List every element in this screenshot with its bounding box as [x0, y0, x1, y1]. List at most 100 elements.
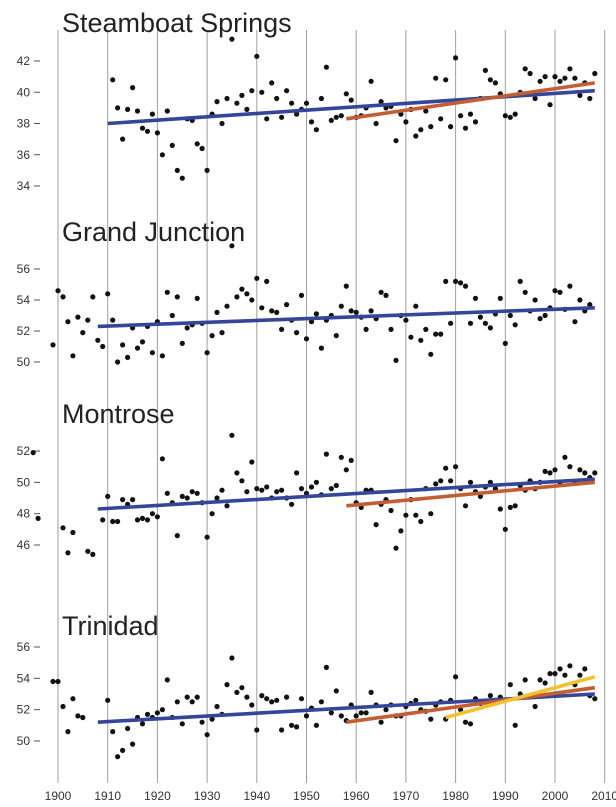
y-tick-label: 36 — [17, 148, 31, 162]
data-point — [254, 275, 260, 281]
data-point — [184, 694, 190, 700]
data-point — [537, 78, 543, 84]
data-point — [348, 457, 354, 463]
data-points — [50, 243, 593, 365]
data-point — [477, 314, 483, 320]
data-point — [259, 89, 265, 95]
data-point — [70, 529, 76, 536]
data-point — [30, 450, 36, 456]
data-point — [413, 512, 419, 518]
data-point — [413, 303, 419, 309]
data-point — [214, 495, 220, 501]
y-tick-label: 52 — [17, 324, 31, 338]
data-point — [318, 95, 324, 102]
data-point — [333, 114, 339, 120]
data-point — [184, 325, 190, 331]
data-point — [95, 337, 101, 343]
data-point — [428, 716, 434, 722]
y-tick-label: 50 — [17, 734, 31, 748]
data-point — [453, 55, 459, 61]
data-point — [90, 551, 96, 558]
data-point — [254, 53, 260, 59]
data-point — [512, 503, 518, 509]
data-point — [254, 727, 260, 733]
data-point — [328, 486, 334, 492]
data-point — [130, 85, 136, 91]
data-point — [323, 64, 329, 70]
data-point — [562, 75, 568, 81]
data-point — [502, 113, 508, 119]
x-axis-labels: 1900 1910 1920 1930 1940 1950 1960 1970 1980 1990… — [45, 789, 616, 803]
data-point — [453, 674, 459, 680]
trend-line-mid — [346, 480, 595, 508]
data-point — [289, 100, 295, 106]
data-point — [55, 678, 61, 685]
data-point — [75, 713, 81, 719]
data-point — [373, 120, 379, 127]
data-point — [323, 451, 329, 457]
data-point — [209, 333, 215, 339]
data-point — [577, 92, 583, 98]
data-point — [75, 314, 81, 320]
data-point — [428, 124, 434, 130]
data-point — [522, 66, 528, 72]
x-tick-label: 2000 — [542, 789, 569, 803]
data-point — [502, 526, 508, 532]
data-point — [249, 702, 255, 708]
data-point — [547, 470, 553, 476]
data-point — [448, 124, 454, 130]
data-point — [512, 111, 518, 117]
data-point — [194, 141, 200, 147]
data-point — [403, 317, 409, 323]
data-point — [254, 486, 260, 492]
data-point — [70, 696, 76, 702]
data-point — [279, 114, 285, 120]
data-point — [110, 518, 116, 525]
x-tick-label: 1910 — [94, 789, 121, 803]
data-point — [552, 467, 558, 473]
data-point — [577, 297, 583, 303]
data-point — [159, 707, 165, 713]
data-point — [274, 309, 280, 315]
data-point — [199, 145, 205, 152]
data-point — [567, 464, 573, 470]
trend-line-mid — [346, 685, 596, 724]
data-point — [318, 699, 324, 705]
y-tick-label: 34 — [17, 179, 31, 193]
data-point — [338, 113, 344, 119]
data-point — [308, 119, 315, 125]
data-point — [507, 312, 513, 319]
data-point — [100, 343, 106, 350]
data-point — [532, 95, 538, 102]
y-tick-label: 46 — [17, 538, 31, 552]
data-point — [507, 114, 513, 120]
data-point — [408, 334, 414, 340]
x-tick-label: 1950 — [293, 789, 320, 803]
y-tick-label: 56 — [17, 262, 31, 276]
trend-line-long — [97, 306, 595, 329]
data-point — [105, 697, 111, 703]
data-point — [125, 354, 131, 360]
data-point — [179, 721, 185, 727]
x-tick-label: 1970 — [393, 789, 420, 803]
data-point — [443, 465, 449, 471]
data-point — [438, 331, 444, 337]
data-point — [482, 67, 488, 73]
data-point — [125, 106, 131, 112]
data-point — [50, 678, 56, 685]
data-point — [333, 482, 339, 489]
data-point — [512, 322, 518, 328]
data-point — [467, 479, 474, 485]
data-point — [209, 511, 215, 517]
data-point — [462, 719, 469, 725]
y-tick-label: 54 — [17, 671, 31, 685]
data-point — [527, 70, 533, 77]
data-point — [487, 693, 493, 699]
data-point — [587, 95, 593, 102]
data-point — [120, 497, 126, 503]
data-point — [458, 113, 464, 119]
data-points — [30, 432, 598, 558]
data-point — [458, 280, 464, 286]
data-point — [154, 514, 160, 520]
data-point — [403, 512, 409, 518]
